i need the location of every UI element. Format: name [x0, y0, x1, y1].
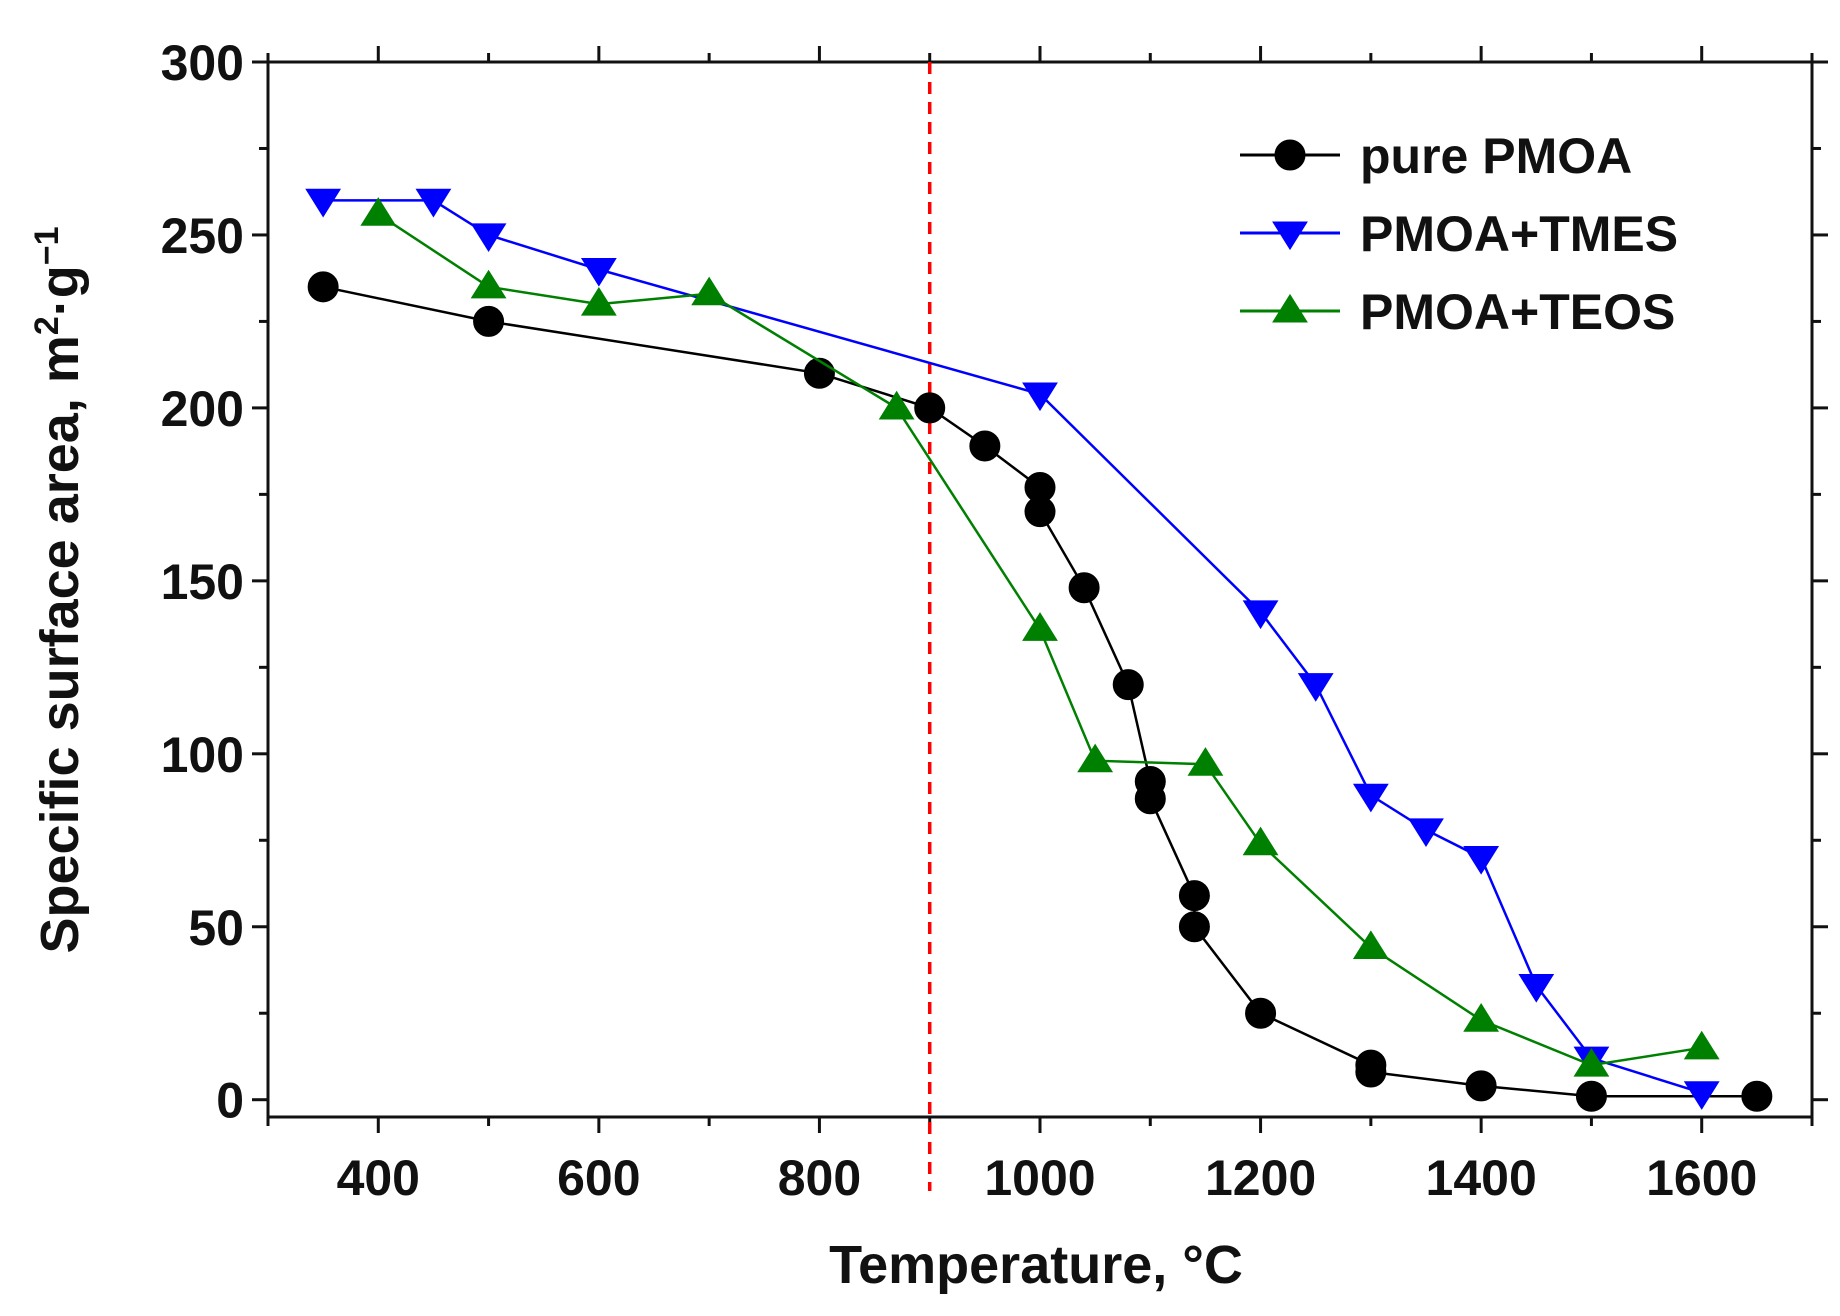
data-point-pmoa-teos	[1187, 747, 1224, 776]
data-point-pure-pmoa	[803, 357, 835, 389]
x-tick-label: 800	[778, 1150, 861, 1206]
data-point-pure-pmoa	[969, 430, 1001, 462]
series-pmoa-tmes	[305, 188, 1720, 1110]
data-point-pmoa-tmes	[1297, 673, 1334, 702]
data-point-pmoa-teos	[1573, 1048, 1610, 1077]
data-point-pmoa-tmes	[1683, 1081, 1720, 1110]
x-tick-label: 400	[337, 1150, 420, 1206]
y-axis-title: Specific surface area, m2·g−1	[28, 227, 90, 954]
x-tick-label: 1600	[1646, 1150, 1757, 1206]
data-point-pure-pmoa	[1112, 669, 1144, 701]
data-point-pmoa-tmes	[1408, 818, 1444, 847]
legend-item-pmoa-tmes: PMOA+TMES	[1240, 206, 1678, 262]
data-point-pure-pmoa	[1245, 997, 1277, 1029]
ticks: 400 600 800 1000 1200 1400 1600 0 50 100 150 200 250…	[161, 35, 1828, 1206]
data-point-pure-pmoa	[1134, 783, 1166, 815]
data-point-pmoa-teos	[1352, 930, 1389, 960]
y-tick-label: 100	[161, 727, 244, 783]
y-tick-label: 150	[161, 554, 244, 610]
y-tick-label: 250	[161, 208, 244, 264]
data-point-pmoa-teos	[691, 276, 728, 306]
y-axis-title-sup2: −1	[28, 227, 66, 266]
data-point-pmoa-tmes	[1242, 600, 1279, 630]
data-point-pure-pmoa	[1575, 1080, 1607, 1112]
legend-item-pmoa-teos: PMOA+TEOS	[1240, 284, 1675, 340]
data-point-pure-pmoa	[1178, 911, 1210, 943]
y-axis-title-sup1: 2	[28, 316, 66, 335]
data-point-pure-pmoa	[1024, 496, 1056, 528]
data-point-pmoa-tmes	[415, 188, 452, 218]
data-point-pure-pmoa	[1741, 1080, 1773, 1112]
legend-marker-pure-pmoa	[1274, 139, 1306, 171]
data-point-pure-pmoa	[1068, 572, 1100, 604]
data-point-pmoa-teos	[360, 197, 397, 226]
data-point-pure-pmoa	[1178, 880, 1210, 912]
legend: pure PMOA PMOA+TMES PMOA+TEOS	[1240, 128, 1678, 340]
data-point-pmoa-tmes	[305, 188, 342, 218]
data-point-pure-pmoa	[1355, 1056, 1387, 1088]
data-point-pmoa-tmes	[1022, 382, 1058, 412]
y-tick-label: 0	[216, 1073, 244, 1129]
legend-label-pmoa-teos: PMOA+TEOS	[1360, 284, 1675, 340]
y-axis-title-mid: ·g	[30, 265, 90, 316]
y-tick-label: 300	[161, 35, 244, 91]
data-point-pmoa-teos	[1077, 743, 1114, 773]
data-point-pure-pmoa	[914, 392, 946, 424]
data-point-pmoa-teos	[470, 269, 507, 299]
data-point-pmoa-tmes	[1352, 783, 1389, 813]
y-tick-label: 200	[161, 381, 244, 437]
data-point-pmoa-teos	[1022, 612, 1058, 641]
data-point-pmoa-teos	[1683, 1030, 1720, 1060]
x-tick-label: 1400	[1426, 1150, 1537, 1206]
data-point-pmoa-teos	[1242, 826, 1279, 856]
x-tick-label: 1000	[984, 1150, 1095, 1206]
legend-marker-pmoa-teos	[1272, 293, 1308, 323]
data-point-pmoa-teos	[1463, 1003, 1500, 1032]
x-axis-title: Temperature, °C	[829, 1235, 1243, 1295]
data-point-pmoa-teos	[878, 390, 915, 420]
data-point-pure-pmoa	[1465, 1070, 1497, 1102]
series-group	[305, 188, 1773, 1112]
y-axis-title-main: Specific surface area, m	[30, 335, 90, 953]
data-point-pure-pmoa	[473, 305, 505, 337]
legend-marker-pmoa-tmes	[1272, 221, 1308, 251]
legend-label-pmoa-tmes: PMOA+TMES	[1360, 206, 1678, 262]
x-tick-label: 600	[557, 1150, 640, 1206]
x-tick-label: 1200	[1205, 1150, 1316, 1206]
legend-label-pure-pmoa: pure PMOA	[1360, 128, 1632, 184]
data-point-pmoa-tmes	[470, 223, 507, 253]
data-point-pmoa-tmes	[1463, 846, 1500, 875]
data-point-pmoa-teos	[580, 287, 617, 316]
data-point-pmoa-tmes	[1518, 974, 1555, 1003]
legend-item-pure-pmoa: pure PMOA	[1240, 128, 1632, 184]
y-tick-label: 50	[188, 900, 244, 956]
data-point-pure-pmoa	[307, 271, 339, 303]
series-pmoa-teos	[360, 197, 1720, 1077]
data-point-pmoa-tmes	[580, 257, 617, 287]
series-pure-pmoa	[307, 271, 1773, 1112]
